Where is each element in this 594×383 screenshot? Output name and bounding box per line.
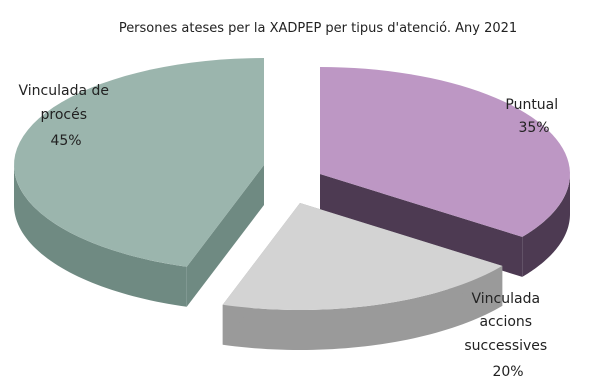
slice-label-vinculada-accions: Vinculada accions successives 20%: [464, 291, 551, 380]
slice-percent-vinculada-accions: 20%: [492, 364, 523, 380]
slice-label-vinculada-proces-line-1: Vinculada de: [19, 83, 110, 99]
slice-label-vinculada-accions-line-3: successives: [464, 338, 547, 354]
chart-title: Persones ateses per la XADPEP per tipus …: [119, 21, 517, 36]
slice-percent-vinculada-proces: 45%: [50, 133, 81, 149]
slice-label-vinculada-accions-line-2: accions: [479, 314, 532, 330]
slice-label-vinculada-accions-line-1: Vinculada: [472, 291, 541, 307]
slice-label-puntual-line-1: Puntual: [505, 97, 558, 113]
slice-percent-puntual: 35%: [518, 120, 549, 136]
slice-label-vinculada-proces-line-2: procés: [41, 107, 88, 123]
